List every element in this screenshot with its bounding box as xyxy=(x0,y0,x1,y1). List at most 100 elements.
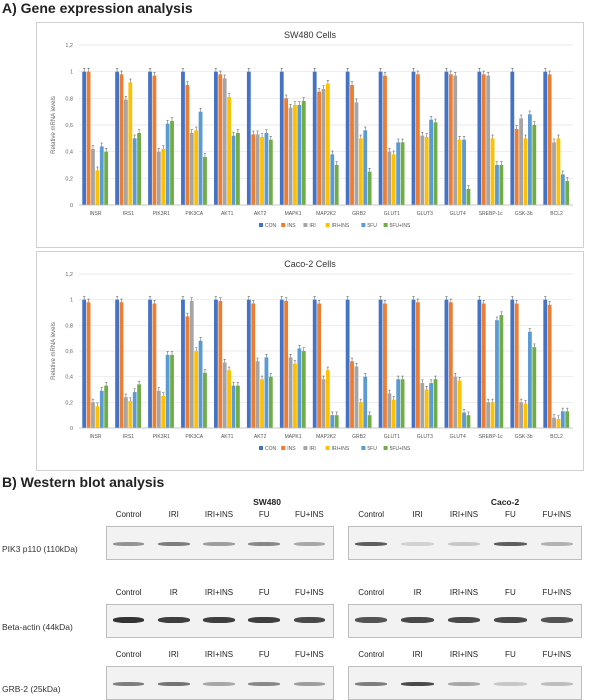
bar xyxy=(231,385,236,428)
x-tick-label: GLUT4 xyxy=(450,434,466,440)
lane-label: IR xyxy=(413,588,422,597)
bar xyxy=(165,123,170,205)
bar xyxy=(391,399,396,428)
protein-band xyxy=(112,542,145,546)
bar xyxy=(321,89,326,205)
bar xyxy=(514,129,519,205)
bar xyxy=(391,154,396,205)
bar xyxy=(124,99,128,205)
legend-swatch xyxy=(325,446,330,450)
legend-label: 5FU+INS xyxy=(390,223,411,229)
bar xyxy=(124,397,128,428)
legend-label: 5FU xyxy=(367,223,377,229)
bar xyxy=(444,71,449,205)
protein-band xyxy=(157,682,190,686)
bar xyxy=(532,347,537,428)
bar xyxy=(416,74,420,205)
lane-label: FU+INS xyxy=(542,588,572,597)
legend-swatch xyxy=(383,446,388,450)
protein-band xyxy=(203,542,235,546)
bar xyxy=(514,303,519,428)
bar xyxy=(565,181,570,205)
y-axis-label: Relative mRNA levels xyxy=(51,96,57,154)
legend-swatch xyxy=(325,223,330,227)
legend-swatch xyxy=(361,446,366,450)
bar xyxy=(345,71,350,205)
x-tick-label: AKT1 xyxy=(221,434,234,440)
bar xyxy=(330,415,335,428)
protein-band xyxy=(401,542,434,546)
bar xyxy=(236,133,240,205)
bar xyxy=(457,380,462,428)
bar xyxy=(523,138,528,205)
lane-label: IRI xyxy=(168,510,179,519)
bar xyxy=(198,111,203,205)
legend-label: 5FU+INS xyxy=(390,446,411,452)
lane-label: Control xyxy=(358,510,385,519)
bar xyxy=(556,138,561,205)
lane-label: FU xyxy=(258,588,270,597)
bar xyxy=(255,361,260,428)
lane-label: Control xyxy=(115,650,142,659)
bar xyxy=(246,299,251,428)
y-tick-label: 0,4 xyxy=(65,375,73,381)
bar xyxy=(367,171,372,205)
legend-swatch xyxy=(361,223,366,227)
lane-label: FU xyxy=(505,650,516,659)
protein-band xyxy=(354,617,388,623)
bar xyxy=(477,299,482,428)
x-tick-label: MAP2K2 xyxy=(316,211,336,217)
chart-sw480-svg: SW480 Cells 0 0,2 0,4 0,6 0,8 1 1,2 Relative mRN… xyxy=(51,30,573,229)
lane-label: FU+INS xyxy=(295,510,324,519)
bar xyxy=(486,402,491,428)
bar xyxy=(115,71,119,205)
bar xyxy=(152,75,157,205)
bar xyxy=(218,300,223,428)
bar xyxy=(236,385,240,428)
bar xyxy=(148,299,152,428)
protein-band xyxy=(203,682,235,686)
x-tick-label: GLUT3 xyxy=(417,434,433,440)
blot-row-label: GRB-2 (25kDa) xyxy=(2,684,61,694)
lane-label: Control xyxy=(358,650,385,659)
y-tick-label: 0,6 xyxy=(65,349,73,355)
bar xyxy=(495,165,499,205)
x-tick-label: PIK3R1 xyxy=(153,434,170,440)
protein-band xyxy=(354,682,388,686)
lane-label: Control xyxy=(115,510,142,519)
bar xyxy=(466,189,471,205)
bar xyxy=(246,71,251,205)
protein-band xyxy=(248,682,280,686)
bar xyxy=(334,165,339,205)
bar xyxy=(128,82,133,205)
protein-band xyxy=(401,617,434,623)
bar xyxy=(170,354,174,428)
bar xyxy=(203,157,207,205)
bar xyxy=(462,412,466,428)
bar xyxy=(297,105,302,205)
blot-row-label: PIK3 p110 (110kDa) xyxy=(2,544,78,554)
x-tick-label: AKT2 xyxy=(254,211,267,217)
legend-swatch xyxy=(259,446,263,450)
x-tick-label: IRS1 xyxy=(123,434,134,440)
bar xyxy=(519,402,523,428)
bar xyxy=(486,75,491,205)
lane-label: FU+INS xyxy=(542,650,572,659)
x-tick-label: PIK3R1 xyxy=(153,211,170,217)
lane-label: IRI+INS xyxy=(204,588,234,597)
protein-band xyxy=(540,542,574,546)
bar xyxy=(560,174,565,205)
bar xyxy=(288,107,293,205)
x-tick-label: INSR xyxy=(89,434,101,440)
protein-band xyxy=(157,542,190,546)
bar xyxy=(198,340,203,428)
x-tick-label: BCL2 xyxy=(550,211,563,217)
bar xyxy=(532,125,537,205)
bar xyxy=(231,135,236,205)
y-tick-label: 1 xyxy=(70,70,73,76)
y-tick-label: 0 xyxy=(70,203,73,209)
bar xyxy=(317,303,321,428)
protein-band xyxy=(354,542,388,546)
bar xyxy=(378,71,383,205)
bar xyxy=(396,379,401,428)
